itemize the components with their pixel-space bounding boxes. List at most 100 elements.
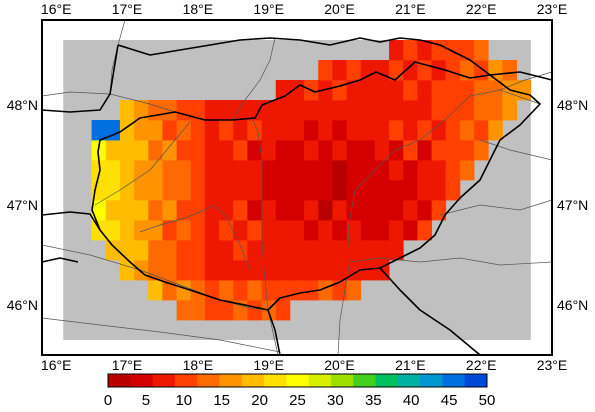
colorbar-tick-label: 10: [175, 392, 192, 409]
grid-cell: [261, 240, 277, 261]
grid-cell: [119, 160, 135, 181]
grid-cell: [275, 260, 291, 281]
grid-cell: [389, 80, 404, 101]
grid-cell: [417, 220, 432, 241]
grid-cell: [346, 240, 362, 261]
grid-cell: [403, 160, 418, 181]
grid-cell: [219, 180, 234, 201]
grid-cell: [318, 120, 333, 141]
grid-cell: [219, 160, 234, 181]
grid-cell: [360, 260, 376, 281]
grid-cell: [105, 200, 121, 221]
grid-cell: [445, 80, 461, 101]
grid-cell: [289, 260, 305, 281]
grid-cell: [304, 160, 319, 181]
country-borders: [41, 37, 553, 356]
lon-label-top: 20°E: [324, 1, 355, 17]
colorbar-tick-label: 20: [251, 392, 268, 409]
grid-cell: [219, 220, 234, 241]
grid-cell: [204, 200, 220, 221]
grid-cell: [474, 140, 489, 161]
lon-label-top: 18°E: [183, 1, 214, 17]
grid-cell: [148, 280, 163, 301]
grid-cell: [459, 160, 475, 181]
river-raba: [94, 121, 191, 206]
map-frame: [41, 19, 553, 356]
colorbar-segment: [152, 374, 176, 387]
lat-label-right: 46°N: [557, 297, 588, 313]
grid-cell: [190, 120, 206, 141]
colorbar-frame: [107, 373, 488, 388]
grid-cell: [445, 40, 461, 61]
colorbar-tick-label: 30: [327, 392, 344, 409]
colorbar-tick-label: 5: [142, 392, 150, 409]
grid-cell: [488, 120, 503, 141]
grid-cell: [219, 120, 234, 141]
grid-cell: [148, 140, 163, 161]
colorbar: 0 5 10 15 20 25 30 35 40 45 50: [104, 373, 495, 409]
grid-cell: [346, 200, 362, 221]
grid-cell: [162, 260, 177, 281]
grid-cell: [176, 300, 192, 321]
grid-cell: [417, 80, 432, 101]
grid-cell: [304, 120, 319, 141]
grid-cell: [403, 80, 418, 101]
grid-cell: [474, 80, 489, 101]
grid-cell: [247, 300, 262, 321]
grid-cell: [204, 300, 220, 321]
grid-cell: [318, 200, 333, 221]
colorbar-tick-label: 15: [213, 392, 230, 409]
grid-cell: [261, 160, 277, 181]
grid-cell: [247, 240, 262, 261]
grid-cell: [389, 220, 404, 241]
grid-cell: [162, 200, 177, 221]
grid-cell: [502, 100, 517, 121]
grid-cell: [148, 220, 163, 241]
grid-cell: [119, 220, 135, 241]
lon-label-top: 21°E: [395, 1, 426, 17]
grid-cell: [346, 80, 362, 101]
grid-cell: [176, 160, 192, 181]
lon-label-bottom: 22°E: [466, 357, 497, 373]
grid-cell: [148, 260, 163, 281]
grid-cell: [190, 180, 206, 201]
grid-cell: [148, 160, 163, 181]
grid-cell: [247, 160, 262, 181]
grid-cell: [403, 120, 418, 141]
grid-cell: [389, 40, 404, 61]
lake-balaton: [139, 204, 214, 233]
grid-cell: [445, 120, 461, 141]
lon-label-bottom: 17°E: [112, 357, 143, 373]
grid-cell: [219, 260, 234, 281]
grid-cell: [445, 160, 461, 181]
grid-cell: [374, 140, 390, 161]
lat-label-right: 47°N: [557, 197, 588, 213]
grid-cell: [275, 140, 291, 161]
grid-cell: [119, 240, 135, 261]
grid-cell: [247, 280, 262, 301]
grid-cell: [176, 200, 192, 221]
grid-cell: [389, 120, 404, 141]
border-croatia-serbia: [267, 309, 281, 356]
grid-cell: [119, 180, 135, 201]
grid-cell: [204, 140, 220, 161]
grid-cell: [360, 240, 376, 261]
grid-cell: [332, 240, 347, 261]
grid-cell: [459, 40, 475, 61]
grid-cell: [134, 220, 149, 241]
grid-cell: [247, 180, 262, 201]
colorbar-tick-label: 35: [365, 392, 382, 409]
grid-cell: [318, 260, 333, 281]
grid-cell: [148, 100, 163, 121]
grid-cell: [332, 280, 347, 301]
grid-cell: [190, 300, 206, 321]
grid-cell: [261, 280, 277, 301]
grid-cell: [204, 260, 220, 281]
grid-cell: [360, 80, 376, 101]
colorbar-segment: [420, 374, 443, 387]
grid-cell: [304, 260, 319, 281]
grid-cell: [304, 280, 319, 301]
grid-cell: [134, 120, 149, 141]
grid-cell: [346, 160, 362, 181]
grid-cell: [403, 60, 418, 81]
